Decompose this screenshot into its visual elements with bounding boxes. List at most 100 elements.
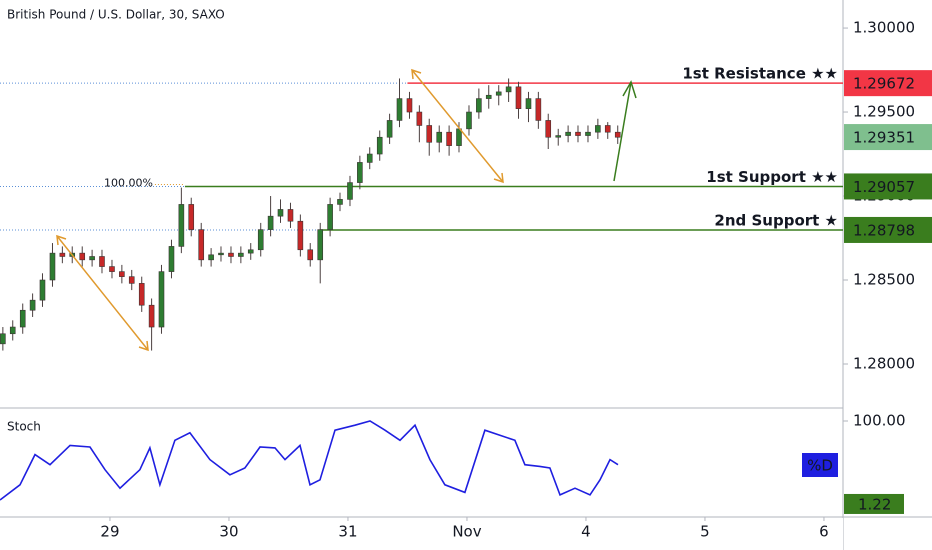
trend-arrow [56, 235, 149, 351]
candle-body [575, 131, 581, 136]
value-box-label: 1.22 [858, 495, 891, 513]
candle-body [614, 131, 621, 138]
candle-body [396, 98, 403, 121]
candle-body [277, 209, 284, 217]
price-box [844, 216, 932, 243]
candle-body [287, 209, 294, 222]
candle-body [138, 283, 145, 306]
candle-body [148, 304, 155, 328]
candle-body [89, 256, 95, 261]
candle-body [525, 98, 532, 109]
candle-body [109, 266, 115, 272]
candle-body [9, 326, 16, 335]
candle-body [515, 86, 522, 109]
candle-body [128, 276, 135, 284]
candle-body [178, 204, 185, 247]
x-tick-label: 29 [100, 523, 119, 541]
candle-body [297, 220, 304, 251]
candle-body [79, 252, 86, 261]
candle-body [19, 309, 26, 328]
y-tick-label: 1.28500 [853, 271, 915, 289]
candle-body [485, 94, 492, 99]
y-tick-label: 1.28000 [853, 354, 915, 372]
candle-body [416, 111, 423, 126]
candle-body [476, 98, 482, 113]
candle-body [0, 333, 6, 345]
candle-body [535, 98, 542, 121]
trend-arrow [411, 69, 504, 183]
indicator-title: Stoch [7, 420, 41, 434]
candle-body [466, 111, 472, 130]
value-box [844, 493, 904, 514]
candle-body [39, 279, 46, 301]
candle-body [604, 125, 611, 133]
last-price-box [844, 124, 932, 151]
candle-body [99, 256, 105, 267]
arrow-head [411, 68, 422, 80]
candle-body [257, 229, 264, 251]
price-box-label: 1.28798 [853, 221, 915, 239]
candle-body [317, 229, 324, 261]
target-arrow [613, 81, 632, 182]
candle-body [198, 229, 205, 261]
stoch-line [0, 420, 619, 501]
candle-body [456, 128, 462, 146]
candle-body [337, 199, 343, 205]
candle-body [426, 125, 433, 143]
price-box-label: 1.29672 [853, 75, 915, 93]
price-box [844, 173, 932, 200]
candle-body [327, 204, 333, 230]
candle-body [555, 135, 562, 138]
candle-body [307, 249, 314, 261]
candle-body [495, 91, 502, 96]
chart-title: British Pound / U.S. Dollar, 30, SAXO [7, 8, 225, 22]
x-tick-label: 30 [219, 523, 238, 541]
candle-body [366, 153, 373, 163]
level-name: 2nd Support ★ [714, 211, 838, 229]
candle-body [188, 204, 195, 230]
drawings [56, 68, 637, 352]
candle-body [218, 252, 224, 256]
candle-body [406, 98, 413, 113]
candle-body [158, 271, 165, 328]
y-tick-label: 1.29500 [853, 103, 915, 121]
x-tick-label: Nov [452, 523, 481, 541]
candle-body [59, 252, 66, 257]
candle-body [228, 252, 234, 257]
arrow-head [622, 80, 637, 99]
candle-body [446, 131, 452, 146]
candle-body [376, 136, 383, 155]
x-tick-label: 31 [338, 523, 357, 541]
candle-body [29, 299, 36, 311]
candle-body [168, 246, 175, 272]
fib-label: 100.00% [104, 176, 153, 189]
x-tick-label: 5 [700, 523, 710, 541]
candle-body [585, 131, 591, 136]
x-tick-label: 6 [819, 523, 829, 541]
candle-body [238, 252, 244, 257]
candle-body [505, 86, 512, 93]
candle-body [595, 125, 601, 133]
candle-body [436, 131, 443, 143]
candle-body [119, 271, 125, 277]
candle-body [208, 254, 214, 261]
legend-label: %D [807, 457, 833, 475]
arrow-head [493, 172, 504, 184]
arrow-head [56, 234, 67, 246]
level-name: 1st Support ★★ [706, 168, 838, 186]
legend-box [802, 453, 838, 477]
price-box-label: 1.29057 [853, 178, 915, 196]
time-axis-bg [0, 518, 843, 550]
last-price-label: 1.29351 [853, 129, 915, 147]
level-name: 1st Resistance ★★ [682, 65, 838, 83]
candle-body [49, 252, 56, 281]
candle-body [357, 162, 363, 183]
x-tick-label: 4 [581, 523, 591, 541]
price-box [844, 70, 932, 97]
candle-body [267, 215, 274, 230]
y-tick-label: 1.30000 [853, 19, 915, 37]
arrow-head [138, 340, 149, 352]
candle-body [565, 131, 571, 136]
